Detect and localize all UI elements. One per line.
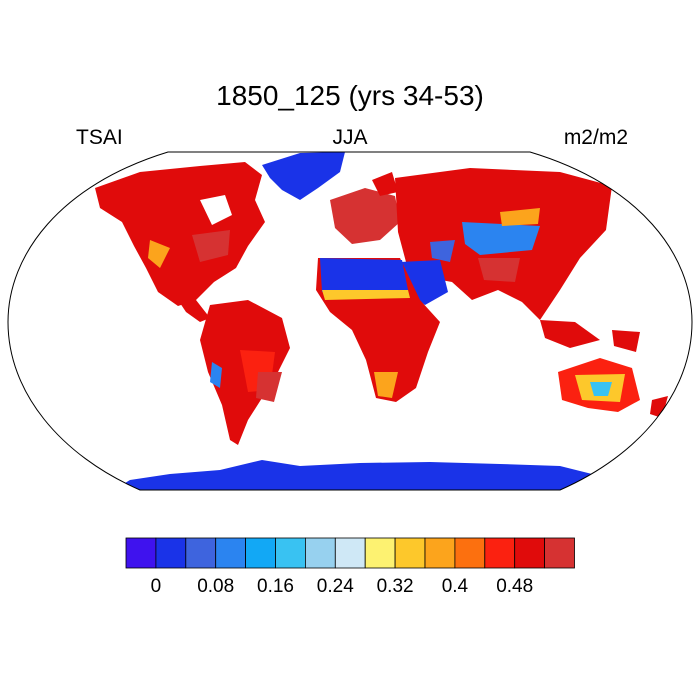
map-outline [7,151,693,491]
colorbar-swatch [245,537,276,569]
colorbar-swatch [454,537,486,569]
colorbar-swatch [544,537,575,569]
units-label: m2/m2 [563,126,628,149]
colorbar-swatch [514,537,546,569]
colorbar-tick-label: 0.32 [377,576,414,597]
landmass-greenland [262,152,345,200]
colorbar-tick-label: 0.08 [197,576,234,597]
colorbar-tick-label: 0 [151,576,162,597]
map-title: 1850_125 (yrs 34-53) [216,80,484,111]
colorbar-swatch [275,537,306,569]
season-label: JJA [332,126,368,149]
colorbar-swatch [424,537,456,569]
colorbar-swatch [155,537,187,569]
colorbar-tick-label: 0.16 [257,576,294,597]
colorbar-tick-label: 0.4 [442,576,469,597]
colorbar-swatch [304,537,336,569]
colorbar-swatch [334,537,366,569]
landmass-antarctica [110,460,620,490]
colorbar-swatch [125,537,157,569]
colorbar-tick-label: 0.24 [317,576,354,597]
colorbar-swatch [364,537,396,569]
variable-label: TSAI [76,126,123,149]
colorbar-swatch [215,537,246,569]
landmass-europe [330,188,400,244]
colorbar-swatch [185,537,217,569]
landmass-central-america [178,300,210,322]
colorbar-swatch [484,537,516,569]
colorbar-swatch [394,537,426,569]
colorbar-tick-label: 0.48 [496,576,533,597]
